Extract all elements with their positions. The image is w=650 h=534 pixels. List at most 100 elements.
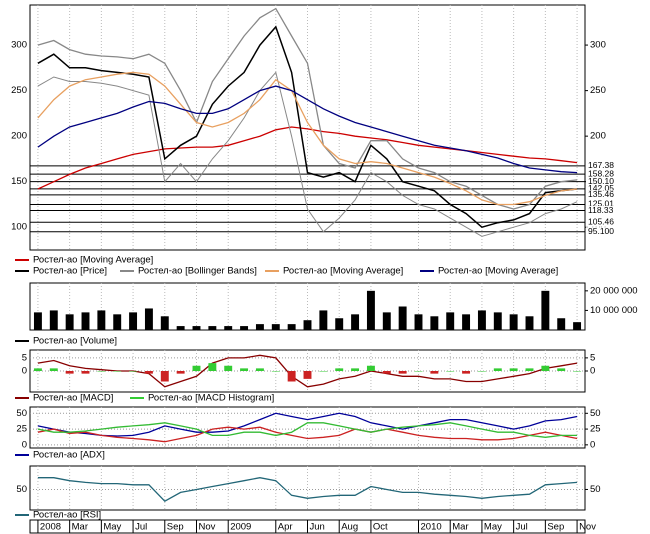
level-label: 105.46: [588, 217, 614, 227]
level-label: 118.33: [588, 205, 614, 215]
y-tick-label: 200: [11, 131, 27, 142]
series-line: [37, 477, 578, 503]
y-tick-label: 50: [16, 484, 27, 495]
level-label-box: [586, 184, 626, 194]
bar: [557, 318, 566, 330]
legend-label: Ростел-ао [Volume]: [33, 336, 117, 347]
x-tick-label: May: [484, 522, 502, 533]
bar: [33, 312, 42, 330]
y-tick-label: 100: [11, 222, 27, 233]
series-line: [37, 85, 578, 174]
y-tick-label: 50: [16, 408, 27, 419]
bar: [208, 326, 217, 330]
bar: [224, 326, 233, 330]
x-tick-label: Sep: [167, 522, 184, 533]
series-line: [37, 71, 578, 237]
bar: [430, 316, 439, 330]
bar: [366, 290, 375, 330]
bar: [49, 310, 58, 330]
bar: [477, 310, 486, 330]
y-tick-label: 0: [590, 439, 595, 450]
bar: [446, 371, 455, 372]
bar: [113, 371, 122, 372]
bar: [382, 312, 391, 330]
y-tick-label: 250: [590, 85, 606, 96]
legend-label: Ростел-ао [Moving Average]: [438, 266, 558, 277]
level-label-box: [586, 169, 626, 179]
bar: [65, 371, 74, 374]
bar: [303, 371, 312, 379]
x-tick-label: Oct: [373, 522, 388, 533]
bar: [525, 368, 534, 371]
level-label: 150.10: [588, 176, 614, 186]
bar: [414, 371, 423, 372]
bar: [287, 324, 296, 330]
level-label-box: [586, 199, 626, 209]
bar: [398, 306, 407, 330]
bar: [509, 314, 518, 330]
bar: [335, 318, 344, 330]
y-tick-label: 0: [22, 366, 27, 377]
bar: [33, 368, 42, 371]
x-tick-label: Aug: [341, 522, 358, 533]
x-tick-label: Apr: [278, 522, 293, 533]
bar: [65, 314, 74, 330]
legend-label: Ростел-ао [RSI]: [33, 510, 101, 521]
bar: [414, 314, 423, 330]
x-tick-label: Sep: [547, 522, 564, 533]
bar: [351, 314, 360, 330]
level-label-box: [586, 177, 626, 187]
bar: [240, 326, 249, 330]
bar: [113, 314, 122, 330]
x-tick-label: Jul: [516, 522, 528, 533]
level-label: 95.100: [588, 226, 614, 236]
bar: [351, 368, 360, 371]
bar: [271, 371, 280, 372]
level-label: 142.05: [588, 183, 614, 193]
bar: [446, 312, 455, 330]
legend-label: Ростел-ао [MACD Histogram]: [148, 393, 274, 404]
y-tick-label: 200: [590, 131, 606, 142]
bar: [287, 371, 296, 382]
level-label-box: [586, 190, 626, 200]
level-label: 125.01: [588, 199, 614, 209]
bar: [525, 316, 534, 330]
bar: [176, 371, 185, 374]
level-label-box: [586, 161, 626, 171]
bar: [319, 371, 328, 372]
level-label-box: [586, 206, 626, 216]
bar: [129, 371, 138, 372]
bar: [81, 312, 90, 330]
y-tick-label: 10 000 000: [590, 305, 638, 316]
bar: [477, 371, 486, 372]
bar: [144, 308, 153, 330]
y-tick-label: 300: [590, 40, 606, 51]
x-tick-label: 2009: [230, 522, 251, 533]
bar: [335, 368, 344, 371]
bar: [240, 368, 249, 371]
bar: [97, 371, 106, 372]
x-tick-label: Mar: [72, 522, 88, 533]
x-tick-label: Jun: [310, 522, 325, 533]
bar: [541, 290, 550, 330]
legend-label: Ростел-ао [Bollinger Bands]: [138, 266, 257, 277]
bar: [192, 326, 201, 330]
bar: [573, 371, 582, 372]
y-tick-label: 50: [590, 408, 601, 419]
bar: [129, 312, 138, 330]
level-label-box: [586, 227, 626, 237]
bar: [398, 371, 407, 374]
bar: [255, 368, 264, 371]
y-tick-label: 25: [16, 424, 27, 435]
bar: [271, 324, 280, 330]
x-tick-label: Jul: [135, 522, 147, 533]
y-tick-label: 50: [590, 484, 601, 495]
x-tick-label: 2008: [40, 522, 61, 533]
level-label: 158.28: [588, 168, 614, 178]
legend-label: Ростел-ао [Moving Average]: [33, 255, 153, 266]
bar: [493, 368, 502, 371]
bar: [557, 368, 566, 371]
y-tick-label: 5: [22, 352, 27, 363]
bar: [319, 310, 328, 330]
